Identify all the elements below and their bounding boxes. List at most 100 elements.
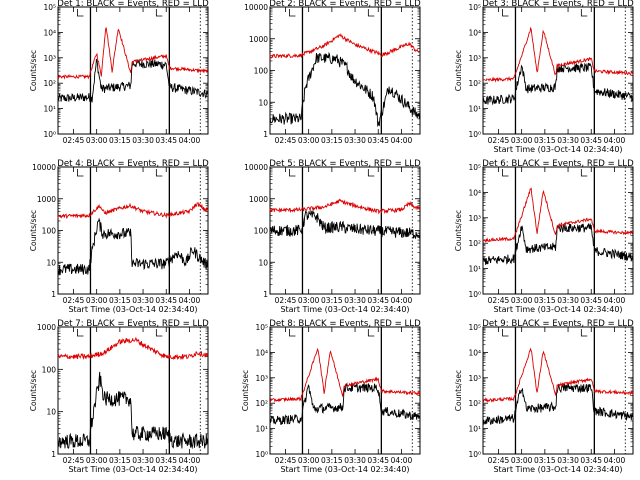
x-tick-label: 03:15 <box>534 136 556 145</box>
x-tick-label: 03:30 <box>132 456 154 465</box>
x-tick-label: 02:45 <box>488 136 510 145</box>
series-line-events <box>57 58 209 103</box>
panel-det-2: Det 2: BLACK = Events, RED = LLD 1 10 100 10… <box>244 0 421 145</box>
x-tick-label: 03:30 <box>557 456 579 465</box>
x-tick-label: 03:15 <box>109 296 131 305</box>
y-axis-label: Counts/sec <box>29 370 38 411</box>
bracket-glyph <box>77 329 84 337</box>
panel-title: Det 1: BLACK = Events, RED = LLD <box>57 0 209 9</box>
x-axis-label: Start Time (03-Oct-14 02:34:40) <box>68 305 197 314</box>
panel-title: Det 4: BLACK = Events, RED = LLD <box>57 159 209 169</box>
x-tick-label: 03:00 <box>298 456 320 465</box>
bracket-glyph <box>580 9 588 17</box>
x-tick-label: 03:00 <box>511 296 533 305</box>
y-tick-label: 10⁰ <box>468 130 481 139</box>
y-tick-label: 10⁰ <box>43 130 56 139</box>
plot-frame <box>269 6 421 135</box>
x-tick-label: 03:00 <box>86 456 108 465</box>
panel-det-3: Det 3: BLACK = Events, RED = LLD 10⁰ 10¹ 10… <box>454 0 634 154</box>
x-tick-label: 02:45 <box>488 456 510 465</box>
bracket-glyph <box>502 329 509 337</box>
y-tick-label: 10 <box>46 408 56 417</box>
x-tick-label: 03:45 <box>367 456 389 465</box>
plot-frame <box>269 326 421 455</box>
y-tick-label: 1000 <box>37 323 56 332</box>
x-tick-label: 03:00 <box>511 136 533 145</box>
bracket-glyph <box>502 9 509 17</box>
panel-title: Det 8: BLACK = Events, RED = LLD <box>269 319 421 329</box>
x-tick-label: 02:45 <box>488 296 510 305</box>
y-tick-label: 10⁵ <box>43 3 56 12</box>
y-tick-label: 100 <box>254 67 269 76</box>
bracket-glyph <box>580 169 588 177</box>
y-tick-label: 10⁵ <box>468 323 481 332</box>
x-tick-label: 02:45 <box>63 456 85 465</box>
series-line-events <box>269 209 421 240</box>
series-line-lld <box>269 198 421 215</box>
x-tick-label: 02:45 <box>275 456 297 465</box>
x-tick-label: 04:00 <box>604 136 626 145</box>
y-tick-label: 10³ <box>255 374 268 383</box>
plot-frame <box>57 166 209 295</box>
y-tick-label: 10³ <box>468 374 481 383</box>
x-tick-label: 03:15 <box>321 296 343 305</box>
y-tick-label: 10⁵ <box>255 323 268 332</box>
y-tick-label: 1 <box>51 450 56 459</box>
bracket-glyph <box>289 9 296 17</box>
x-tick-label: 03:45 <box>367 136 389 145</box>
panel-det-1: Det 1: BLACK = Events, RED = LLD 10⁰ 10¹ 10… <box>29 0 209 145</box>
y-tick-label: 10² <box>255 399 268 408</box>
x-tick-label: 03:15 <box>534 296 556 305</box>
x-tick-label: 04:00 <box>391 296 413 305</box>
series-line-lld <box>482 26 634 83</box>
y-tick-label: 10² <box>468 239 481 248</box>
x-tick-label: 03:15 <box>109 136 131 145</box>
y-tick-label: 1 <box>263 290 268 299</box>
y-tick-label: 10⁰ <box>468 450 481 459</box>
y-tick-label: 10 <box>46 258 56 267</box>
x-tick-label: 03:30 <box>344 456 366 465</box>
y-tick-label: 1000 <box>249 195 268 204</box>
series-line-lld <box>482 187 634 243</box>
y-axis-label: Counts/sec <box>454 50 463 91</box>
x-tick-label: 03:00 <box>86 296 108 305</box>
panel-title: Det 9: BLACK = Events, RED = LLD <box>482 319 634 329</box>
panel-title: Det 5: BLACK = Events, RED = LLD <box>269 159 421 169</box>
y-tick-label: 10¹ <box>43 105 56 114</box>
bracket-glyph <box>502 169 509 177</box>
series-line-lld <box>269 347 421 403</box>
panel-det-4: Det 4: BLACK = Events, RED = LLD 1 10 100 10… <box>29 159 209 314</box>
y-tick-label: 10000 <box>32 163 56 172</box>
panel-title: Det 7: BLACK = Events, RED = LLD <box>57 319 209 329</box>
y-tick-label: 100 <box>42 365 57 374</box>
y-tick-label: 10⁴ <box>255 348 268 357</box>
series-line-events <box>269 51 421 128</box>
x-tick-label: 04:00 <box>604 456 626 465</box>
bracket-glyph <box>155 329 163 337</box>
y-tick-label: 1 <box>263 130 268 139</box>
y-axis-label: Counts/sec <box>241 370 250 411</box>
x-tick-label: 04:00 <box>179 456 201 465</box>
x-tick-label: 04:00 <box>391 136 413 145</box>
y-tick-label: 10⁰ <box>255 450 268 459</box>
x-tick-label: 03:30 <box>557 296 579 305</box>
y-tick-label: 10⁵ <box>468 163 481 172</box>
x-tick-label: 03:00 <box>511 456 533 465</box>
y-tick-label: 10⁴ <box>468 348 481 357</box>
bracket-glyph <box>77 169 84 177</box>
bracket-glyph <box>289 169 296 177</box>
bracket-glyph <box>367 9 375 17</box>
x-axis-label: Start Time (03-Oct-14 02:34:40) <box>280 465 409 474</box>
series-line-lld <box>57 202 209 219</box>
x-tick-label: 04:00 <box>391 456 413 465</box>
plot-frame <box>57 326 209 455</box>
y-tick-label: 10² <box>468 79 481 88</box>
x-tick-label: 03:15 <box>534 456 556 465</box>
bracket-glyph <box>580 329 588 337</box>
x-tick-label: 03:45 <box>367 296 389 305</box>
y-tick-label: 10 <box>258 258 268 267</box>
panel-det-7: Det 7: BLACK = Events, RED = LLD 1 10 100 10… <box>29 319 209 474</box>
series-line-events <box>269 382 421 425</box>
x-tick-label: 03:30 <box>132 136 154 145</box>
